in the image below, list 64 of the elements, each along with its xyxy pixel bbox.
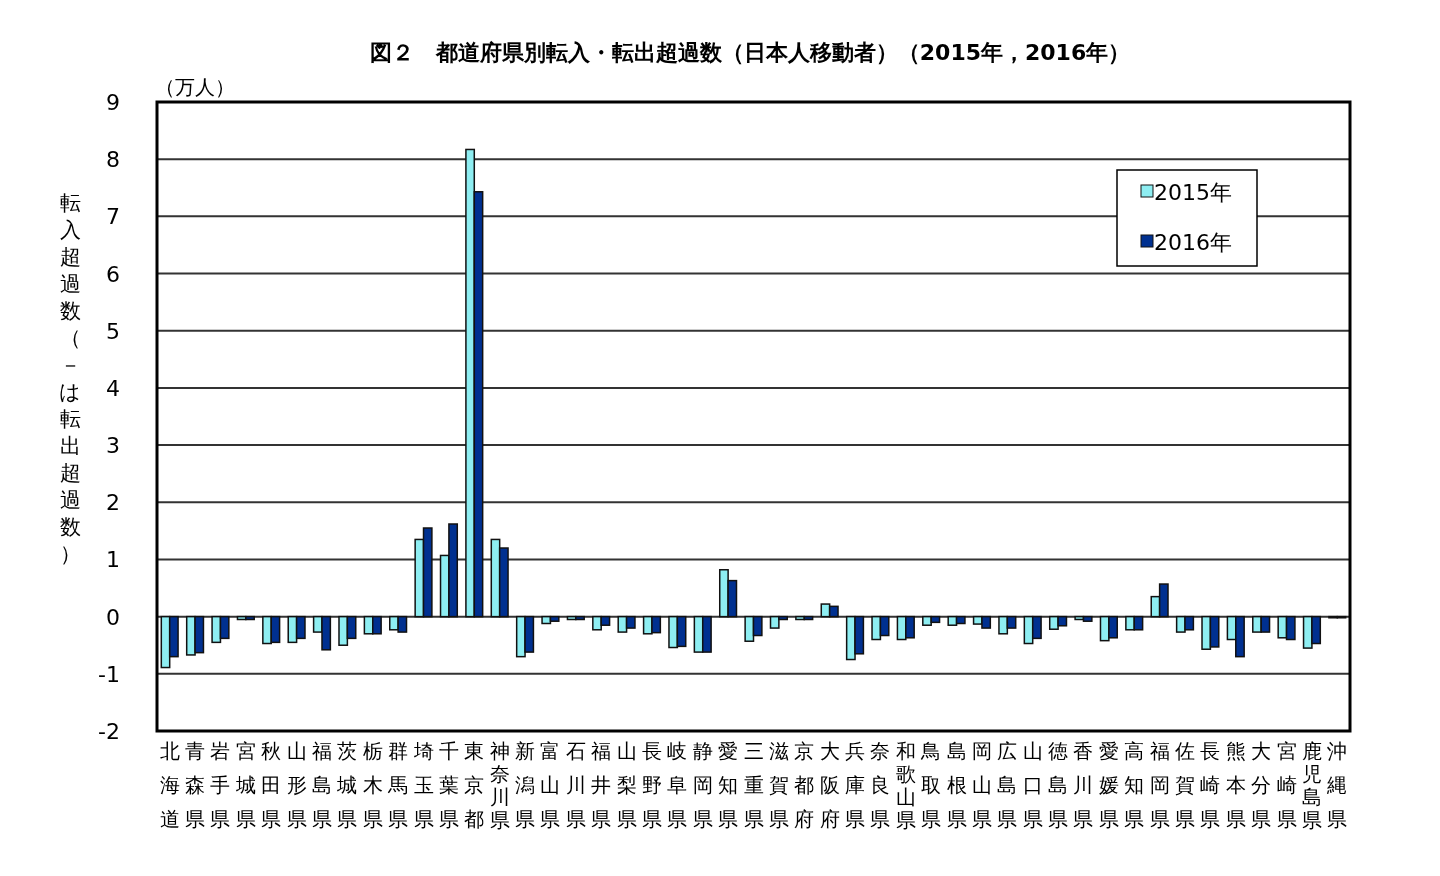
x-tick-label: 山口県	[1022, 739, 1043, 831]
x-tick-label: 新潟県	[515, 739, 536, 831]
x-tick-label: 福岡県	[1149, 739, 1170, 831]
x-tick-label: 愛知県	[718, 739, 739, 831]
x-tick-label: 高知県	[1124, 739, 1145, 831]
x-tick-label: 福島県	[311, 739, 332, 831]
x-tick-label: 神奈川県	[489, 739, 510, 832]
x-tick-label: 山形県	[286, 739, 307, 831]
x-tick-label: 鹿児島県	[1301, 739, 1322, 832]
x-tick-label: 徳島県	[1048, 739, 1069, 831]
y-tick-label: 5	[106, 318, 120, 344]
x-tick-label: 岐阜県	[667, 739, 688, 831]
x-tick-label: 熊本県	[1225, 739, 1246, 831]
text: （万人）	[155, 75, 235, 99]
title: 図２ 都道府県別転入・転出超過数（日本人移動者）（2015年，2016年）	[369, 40, 1131, 65]
x-tick-label: 群馬県	[387, 739, 409, 831]
y-tick-label: 1	[106, 547, 120, 573]
x-tick-label: 埼玉県	[412, 739, 434, 831]
text: 転入超過数（－は転出超過数）	[59, 191, 81, 566]
x-tick-label: 長野県	[641, 739, 662, 831]
x-tick-label: 大分県	[1251, 739, 1272, 831]
y-tick-label: 7	[106, 204, 120, 230]
x-tick-label: 京都府	[794, 739, 815, 831]
x-tick-label: 和歌山県	[895, 739, 916, 832]
y-tick-label: 0	[106, 604, 120, 630]
x-tick-label: 静岡県	[692, 739, 713, 831]
y-tick-label: 9	[106, 90, 120, 115]
x-tick-label: 山梨県	[616, 739, 637, 831]
x-tick-label: 宮城県	[234, 739, 256, 831]
y-tick-label: 6	[106, 261, 120, 287]
legend-label: 2016年	[1154, 230, 1232, 255]
x-tick-label: 三重県	[743, 739, 764, 831]
x-tick-label: 兵庫県	[845, 739, 866, 831]
legend-label: 2015年	[1154, 180, 1232, 205]
x-tick-label: 石川県	[565, 739, 586, 831]
x-tick-label: 秋田県	[261, 739, 282, 831]
x-tick-label: 岩手県	[210, 739, 231, 831]
x-tick-label: 香川県	[1073, 739, 1094, 831]
x-tick-label: 島根県	[946, 739, 967, 831]
x-tick-label: 茨城県	[336, 739, 358, 831]
x-tick-label: 広島県	[997, 739, 1018, 831]
x-tick-label: 鳥取県	[920, 739, 942, 831]
y-tick-label: -2	[98, 719, 120, 744]
x-tick-label: 愛媛県	[1098, 739, 1119, 831]
x-tick-label: 東京都	[464, 739, 485, 831]
x-tick-label: 栃木県	[362, 739, 383, 831]
x-tick-label: 福井県	[591, 739, 612, 831]
y-tick-label: 8	[106, 147, 120, 173]
x-tick-label: 北海道	[159, 739, 180, 831]
x-tick-label: 青森県	[185, 739, 206, 831]
x-tick-label: 大阪府	[819, 739, 840, 831]
x-tick-label: 沖縄県	[1326, 739, 1348, 831]
y-tick-label: 3	[106, 433, 120, 459]
x-tick-label: 千葉県	[438, 739, 459, 831]
x-tick-label: 岡山県	[971, 739, 992, 831]
y-tick-label: -1	[98, 661, 120, 687]
x-tick-label: 奈良県	[870, 739, 891, 831]
x-tick-label: 滋賀県	[768, 739, 789, 831]
x-tick-label: 佐賀県	[1175, 739, 1196, 831]
y-tick-label: 2	[106, 490, 120, 516]
x-tick-label: 富山県	[540, 739, 561, 831]
x-tick-label: 宮崎県	[1276, 739, 1297, 831]
x-tick-label: 長崎県	[1200, 739, 1221, 831]
y-tick-label: 4	[106, 375, 120, 401]
